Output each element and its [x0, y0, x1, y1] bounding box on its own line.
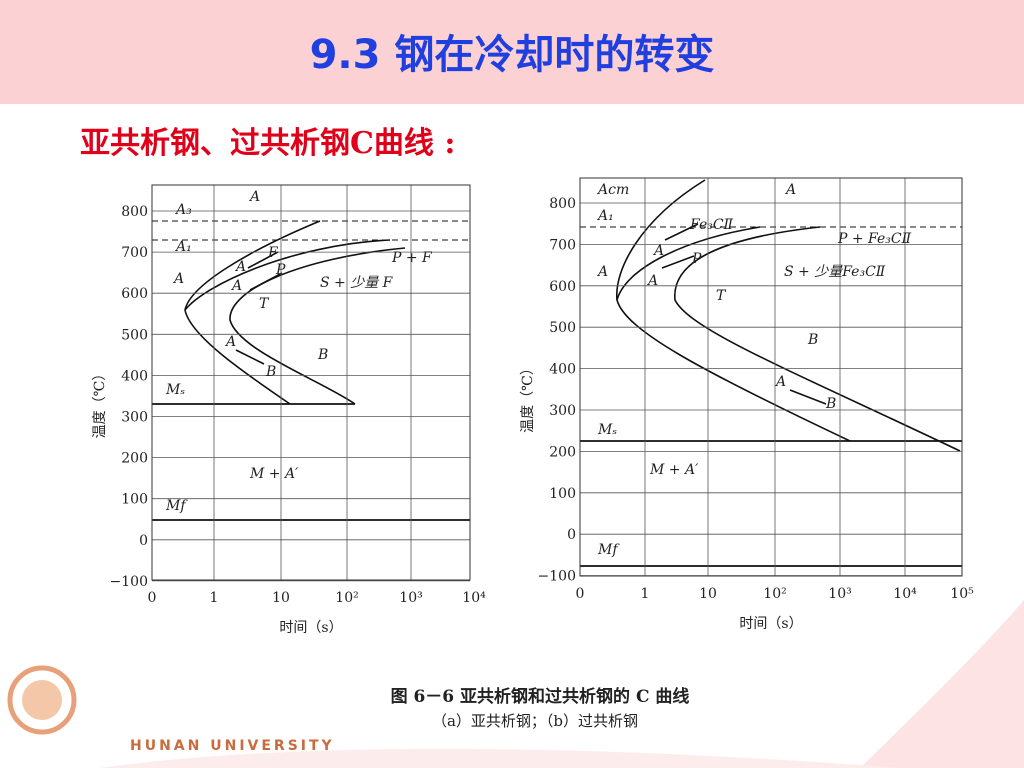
x-tick-label: 10⁴	[893, 586, 917, 602]
region-label: A	[774, 374, 786, 390]
x-tick-label: 10⁴	[462, 590, 486, 606]
header: 9.3 钢在冷却时的转变	[0, 0, 1024, 104]
y-tick-label: 300	[549, 403, 576, 419]
start-curve	[184, 220, 321, 405]
y-tick-label: 200	[121, 451, 148, 467]
x-tick-label: 10³	[399, 590, 422, 606]
transform-curve	[184, 239, 391, 311]
footer-text: HUNAN UNIVERSITY	[130, 738, 335, 754]
y-tick-label: 400	[549, 362, 576, 378]
region-label: Mₛ	[597, 422, 617, 438]
y-axis-label: 温度（℃）	[92, 367, 108, 439]
y-tick-label: −100	[538, 569, 576, 585]
y-tick-label: 800	[549, 196, 576, 212]
plot-frame	[151, 184, 471, 581]
region-label: A	[224, 334, 236, 350]
decoration	[100, 748, 900, 768]
region-label: B	[317, 347, 328, 363]
y-tick-label: 700	[121, 245, 148, 261]
region-label: A	[248, 189, 260, 205]
x-tick-label: 10²	[335, 590, 358, 606]
x-tick-label: 0	[576, 586, 585, 602]
start-curve	[616, 179, 851, 442]
region-label: A₃	[174, 202, 192, 218]
finish-curve	[674, 226, 961, 452]
region-label: Mₛ	[165, 382, 185, 398]
x-tick-label: 10	[699, 586, 717, 602]
x-tick-label: 10⁵	[950, 586, 974, 602]
x-axis-label: 时间（s）	[739, 616, 802, 632]
region-label: A	[172, 271, 184, 287]
y-tick-label: 100	[121, 492, 148, 508]
panel-b: 0 1 10 10² 10³ 10⁴ 10⁵ 800 700 600 500 400 300 200 100…	[520, 177, 974, 632]
region-label: F	[267, 245, 279, 261]
region-label: M + A′	[249, 466, 299, 482]
x-tick-label: 10³	[828, 586, 851, 602]
arrow	[235, 251, 283, 365]
logo	[7, 665, 77, 735]
region-label: A	[596, 264, 608, 280]
region-label: T	[716, 288, 727, 304]
region-label: A	[652, 243, 664, 259]
y-axis-label: 温度（℃）	[520, 361, 536, 433]
region-label: Mf	[597, 542, 620, 558]
y-tick-label: 600	[549, 279, 576, 295]
y-tick-label: 100	[549, 486, 576, 502]
x-tick-label: 10	[272, 590, 290, 606]
region-label: A₁	[596, 208, 614, 224]
region-label: A₁	[174, 239, 192, 255]
region-label: B	[265, 364, 276, 380]
decoration	[860, 600, 1024, 768]
subtitle: 亚共析钢、过共析钢C曲线 :	[80, 126, 456, 161]
region-label: A	[234, 259, 246, 275]
x-axis-label: 时间（s）	[279, 620, 342, 636]
region-label: S + 少量 F	[320, 275, 394, 291]
region-label: B	[825, 396, 836, 412]
x-tick-label: 10²	[763, 586, 786, 602]
slide-title: 9.3 钢在冷却时的转变	[309, 32, 715, 78]
y-tick-label: 500	[549, 320, 576, 336]
region-label: M + A′	[649, 462, 699, 478]
y-tick-label: 0	[567, 527, 576, 543]
y-tick-label: 700	[549, 237, 576, 253]
panel-a: 0 1 10 10² 10³ 10⁴8007006005004003002001000−1…	[92, 184, 486, 636]
region-label: B	[807, 332, 818, 348]
y-tick-label: 200	[549, 444, 576, 460]
y-tick-label: 600	[121, 286, 148, 302]
subcaption: （a）亚共析钢；（b）过共析钢	[432, 712, 638, 730]
y-tick-label: 800	[121, 204, 148, 220]
transform-curve	[616, 226, 761, 301]
region-label: S + 少量Fe₃CⅡ	[784, 264, 886, 280]
region-label: P + Fe₃CⅡ	[837, 231, 912, 247]
plot-frame	[579, 177, 963, 577]
y-tick-label: −100	[110, 574, 148, 590]
region-label: A	[784, 182, 796, 198]
y-tick-label: 0	[139, 533, 148, 549]
region-label: Mf	[165, 498, 188, 514]
region-label: A	[230, 278, 242, 294]
x-tick-label: 1	[210, 590, 219, 606]
x-tick-label: 0	[148, 590, 157, 606]
y-tick-label: 500	[121, 327, 148, 343]
logo	[22, 680, 62, 720]
region-label: T	[259, 296, 270, 312]
arrow	[661, 223, 827, 405]
region-label: Fe₃CⅡ	[689, 217, 734, 233]
region-label: P + F	[391, 250, 433, 266]
y-tick-label: 300	[121, 410, 148, 426]
caption: 图 6－6 亚共析钢和过共析钢的 C 曲线	[391, 686, 690, 707]
y-tick-label: 400	[121, 368, 148, 384]
region-label: P	[275, 262, 286, 278]
region-label: A	[646, 273, 658, 289]
region-label: P	[691, 251, 702, 267]
finish-curve	[229, 247, 406, 405]
region-label: Acm	[596, 182, 629, 198]
x-tick-label: 1	[641, 586, 650, 602]
